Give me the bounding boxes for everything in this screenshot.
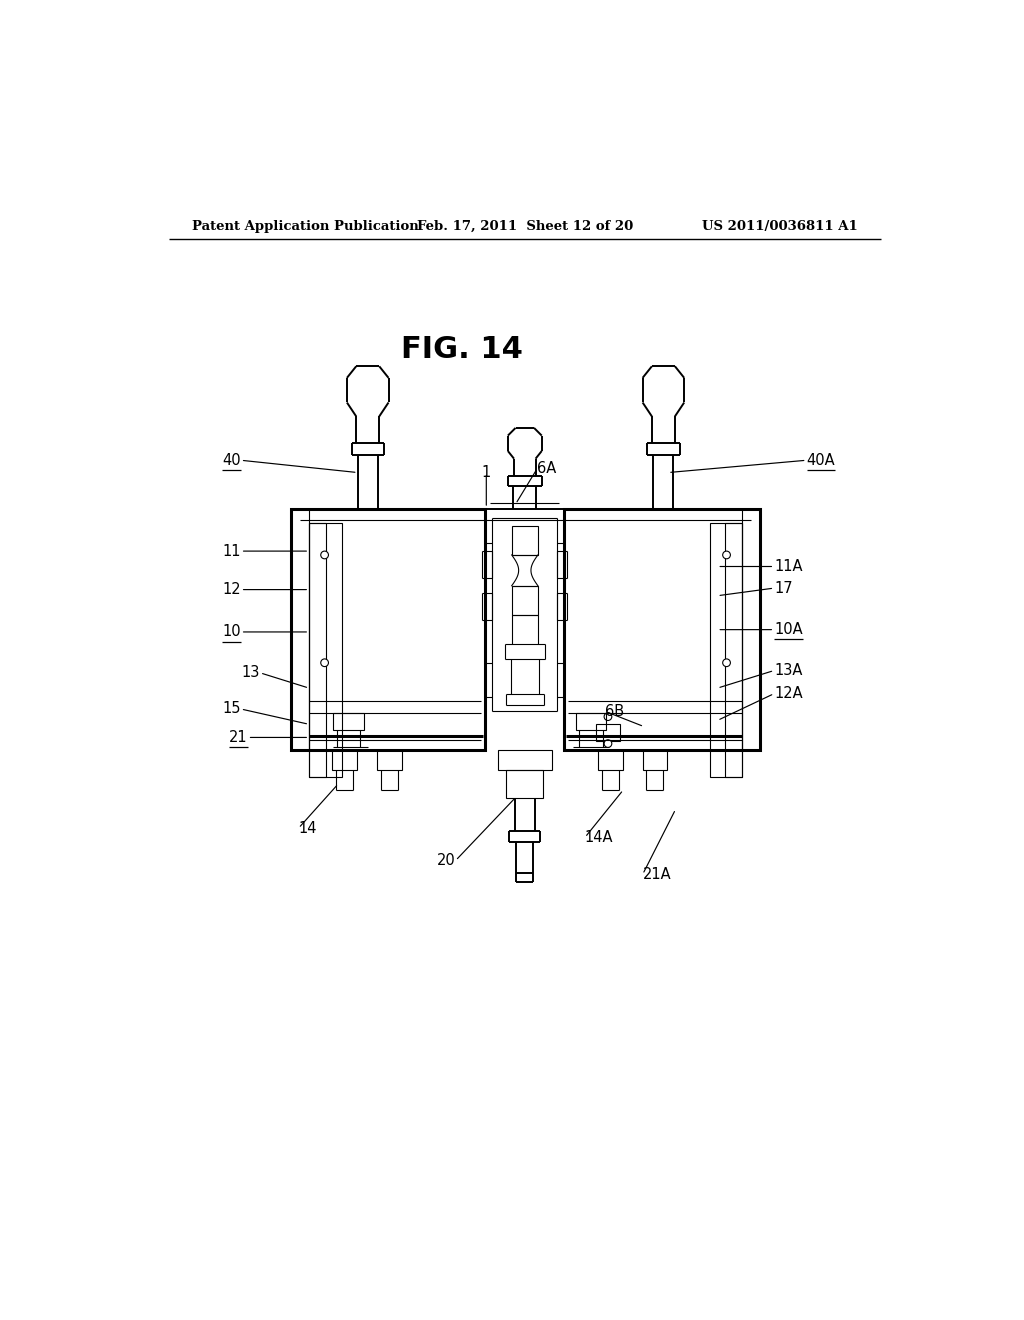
- Circle shape: [321, 659, 329, 667]
- Text: FIG. 14: FIG. 14: [400, 335, 522, 364]
- Circle shape: [321, 552, 329, 558]
- Text: 1: 1: [481, 465, 490, 480]
- Text: 6B: 6B: [605, 704, 624, 719]
- Text: Patent Application Publication: Patent Application Publication: [193, 219, 419, 232]
- Text: 21: 21: [229, 730, 248, 744]
- Text: 6A: 6A: [538, 461, 556, 477]
- Bar: [575, 713, 606, 730]
- Text: 11: 11: [222, 544, 241, 558]
- Text: 15: 15: [222, 701, 241, 717]
- Text: 40A: 40A: [807, 453, 836, 467]
- Bar: [309, 523, 342, 776]
- Bar: [710, 523, 742, 776]
- Text: 12A: 12A: [774, 686, 803, 701]
- Circle shape: [604, 739, 611, 747]
- Text: 17: 17: [774, 581, 793, 595]
- Bar: [512, 525, 538, 554]
- Bar: [643, 750, 668, 770]
- Circle shape: [723, 659, 730, 667]
- Circle shape: [723, 552, 730, 558]
- Text: 13: 13: [242, 665, 260, 680]
- Bar: [725, 523, 742, 776]
- Text: 20: 20: [437, 853, 456, 869]
- Bar: [564, 508, 761, 750]
- Text: 11A: 11A: [774, 558, 803, 574]
- Bar: [498, 750, 552, 770]
- Text: 10A: 10A: [774, 622, 803, 638]
- Text: 40: 40: [222, 453, 241, 467]
- Text: 13A: 13A: [774, 663, 803, 678]
- Bar: [512, 586, 538, 615]
- Circle shape: [604, 713, 611, 721]
- Bar: [377, 750, 401, 770]
- Bar: [309, 523, 326, 776]
- Bar: [596, 725, 620, 742]
- Bar: [333, 713, 364, 730]
- Text: 21A: 21A: [643, 867, 672, 882]
- Text: 14: 14: [298, 821, 316, 836]
- Text: 14A: 14A: [585, 830, 613, 845]
- Text: 10: 10: [222, 624, 241, 639]
- Text: US 2011/0036811 A1: US 2011/0036811 A1: [701, 219, 857, 232]
- Bar: [598, 750, 623, 770]
- Text: Feb. 17, 2011  Sheet 12 of 20: Feb. 17, 2011 Sheet 12 of 20: [417, 219, 633, 232]
- Bar: [291, 508, 484, 750]
- Bar: [506, 770, 544, 797]
- Bar: [333, 750, 357, 770]
- Text: 12: 12: [222, 582, 241, 597]
